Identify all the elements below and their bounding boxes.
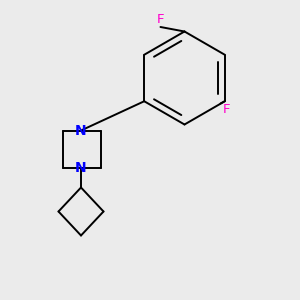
Text: F: F: [157, 13, 164, 26]
Text: F: F: [223, 103, 230, 116]
Text: N: N: [75, 161, 87, 175]
Text: N: N: [75, 124, 87, 137]
